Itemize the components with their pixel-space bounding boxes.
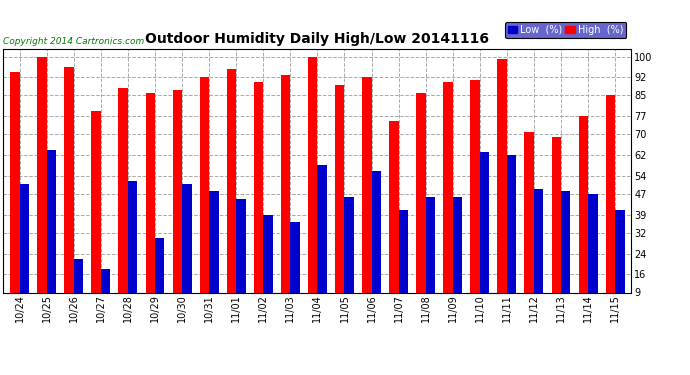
Bar — [507, 155, 516, 292]
Title: Outdoor Humidity Daily High/Low 20141116: Outdoor Humidity Daily High/Low 20141116 — [146, 32, 489, 46]
Bar — [344, 196, 354, 292]
Bar — [182, 184, 192, 292]
Bar — [47, 150, 56, 292]
Bar — [209, 191, 219, 292]
Legend: Low  (%), High  (%): Low (%), High (%) — [504, 22, 627, 38]
Bar — [254, 82, 264, 292]
Bar — [128, 181, 137, 292]
Bar — [534, 189, 544, 292]
Bar — [10, 72, 20, 292]
Bar — [471, 80, 480, 292]
Bar — [606, 95, 615, 292]
Bar — [155, 238, 164, 292]
Bar — [199, 77, 209, 292]
Bar — [101, 269, 110, 292]
Bar — [426, 196, 435, 292]
Bar — [551, 137, 561, 292]
Bar — [416, 93, 426, 292]
Bar — [371, 171, 381, 292]
Bar — [146, 93, 155, 292]
Bar — [64, 67, 74, 292]
Bar — [290, 222, 300, 292]
Bar — [37, 57, 47, 292]
Bar — [236, 199, 246, 292]
Bar — [119, 88, 128, 292]
Bar — [227, 69, 236, 292]
Bar — [615, 210, 624, 292]
Bar — [497, 59, 507, 292]
Bar — [524, 132, 534, 292]
Bar — [91, 111, 101, 292]
Bar — [317, 165, 327, 292]
Bar — [480, 153, 489, 292]
Bar — [453, 196, 462, 292]
Bar — [335, 85, 344, 292]
Bar — [362, 77, 371, 292]
Bar — [308, 57, 317, 292]
Bar — [561, 191, 571, 292]
Bar — [443, 82, 453, 292]
Text: Copyright 2014 Cartronics.com: Copyright 2014 Cartronics.com — [3, 38, 145, 46]
Bar — [281, 75, 290, 292]
Bar — [389, 122, 399, 292]
Bar — [264, 215, 273, 292]
Bar — [20, 184, 29, 292]
Bar — [74, 259, 83, 292]
Bar — [399, 210, 408, 292]
Bar — [172, 90, 182, 292]
Bar — [588, 194, 598, 292]
Bar — [579, 116, 588, 292]
